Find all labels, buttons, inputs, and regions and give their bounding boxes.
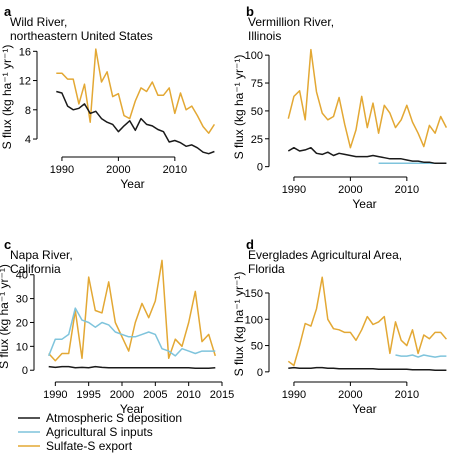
x-tick-label: 2005 (143, 389, 167, 401)
panel-title-line: Wild River, (10, 15, 67, 29)
x-axis-label: Year (120, 402, 144, 416)
panel-title-line: Napa River, (10, 248, 73, 262)
series-line-atmospheric (56, 90, 215, 155)
y-tick-label: 100 (245, 50, 263, 62)
panel-letter: d (246, 237, 254, 252)
series-line-atmospheric (48, 365, 216, 370)
panel-letter: a (4, 4, 12, 19)
panel-letter: b (246, 4, 254, 19)
x-tick-label: 2000 (338, 184, 362, 196)
x-tick-label: 2010 (176, 389, 200, 401)
y-tick-label: 75 (251, 78, 263, 90)
panel-title-line: Illinois (248, 29, 281, 43)
y-axis-label: S flux (kg ha⁻¹ yr⁻¹) (232, 272, 246, 377)
panel-title-line: Vermillion River, (248, 15, 334, 29)
x-tick-label: 2000 (106, 164, 130, 176)
series-line-atmospheric (287, 146, 447, 165)
series-line-sulfate (48, 259, 217, 362)
x-tick-label: 2010 (395, 184, 419, 196)
series-line-agricultural (395, 354, 447, 358)
y-tick-label: 20 (16, 317, 28, 329)
x-tick-label: 1990 (282, 389, 306, 401)
series-line-sulfate (287, 276, 447, 367)
y-axis-label: S flux (kg ha⁻¹ yr⁻¹) (232, 55, 246, 160)
y-tick-label: 16 (19, 46, 31, 58)
x-axis-label: Year (352, 402, 376, 416)
legend-label-sulfate: Sulfate-S export (46, 439, 133, 453)
panel-title-line: California (10, 262, 61, 276)
legend-label-atmospheric: Atmospheric S deposition (46, 411, 182, 425)
x-tick-label: 2015 (210, 389, 234, 401)
y-axis-label: S flux (kg ha⁻¹ yr⁻¹) (0, 264, 11, 369)
y-tick-label: 50 (251, 106, 263, 118)
y-tick-label: 150 (245, 288, 263, 300)
y-tick-label: 100 (245, 314, 263, 326)
x-axis-label: Year (352, 197, 376, 211)
panel-title-line: northeastern United States (10, 29, 153, 43)
x-tick-label: 1990 (50, 164, 74, 176)
x-tick-label: 2010 (163, 164, 187, 176)
x-tick-label: 2000 (338, 389, 362, 401)
y-tick-label: 0 (22, 365, 28, 377)
y-tick-label: 0 (257, 367, 263, 379)
series-line-sulfate (287, 48, 448, 149)
x-tick-label: 2000 (110, 389, 134, 401)
series-line-sulfate (56, 48, 216, 134)
y-tick-label: 0 (257, 162, 263, 174)
x-axis-label: Year (120, 177, 144, 191)
y-tick-label: 40 (16, 270, 28, 282)
y-tick-label: 50 (251, 341, 263, 353)
series-line-agricultural (48, 307, 216, 357)
x-tick-label: 1990 (282, 184, 306, 196)
legend-label-agricultural: Agricultural S inputs (46, 425, 153, 439)
panel-letter: c (4, 237, 11, 252)
x-tick-label: 1990 (43, 389, 67, 401)
y-tick-label: 8 (25, 105, 31, 117)
y-axis-label: S flux (kg ha⁻¹ yr⁻¹) (0, 45, 14, 150)
x-tick-label: 2010 (395, 389, 419, 401)
y-tick-label: 4 (25, 134, 31, 146)
panel-title-line: Florida (248, 262, 285, 276)
y-tick-label: 12 (19, 76, 31, 88)
panel-title-line: Everglades Agricultural Area, (248, 248, 402, 262)
y-tick-label: 30 (16, 294, 28, 306)
y-tick-label: 10 (16, 341, 28, 353)
y-tick-label: 25 (251, 134, 263, 146)
x-tick-label: 1995 (76, 389, 100, 401)
series-line-atmospheric (288, 366, 447, 372)
